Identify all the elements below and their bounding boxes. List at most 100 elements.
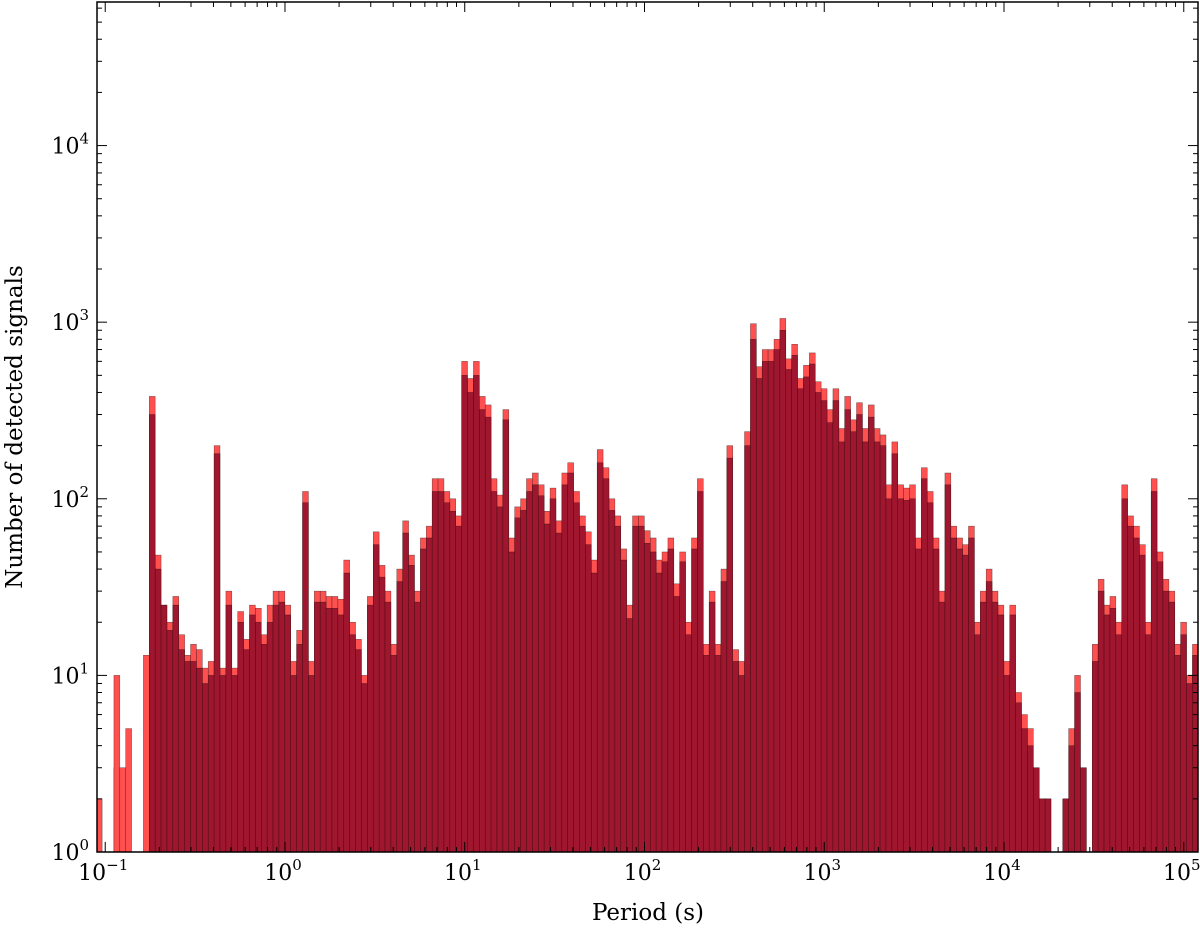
bar-series-2-27 [255,621,262,853]
bar-series-2-59 [443,502,451,853]
bar-series-2-167 [1080,767,1087,853]
y-tick-label-base: 10 [51,135,79,160]
bar-series-2-122 [815,392,822,853]
bar-series-2-24 [237,621,244,853]
bar-series-2-82 [579,525,586,853]
bar-series-2-77 [549,498,557,853]
bar-series-2-85 [596,462,604,853]
bar-series-2-44 [355,649,362,853]
bar-series-2-19 [207,675,215,853]
bar-series-2-139 [915,548,922,853]
bar-series-2-47 [372,544,380,853]
x-axis-label: Period (s) [592,900,704,926]
bar-series-2-104 [708,601,716,853]
bar-series-2-38 [319,601,327,853]
bar-series-2-137 [903,500,910,853]
bar-series-2-78 [555,532,563,853]
bar-series-2-83 [585,544,592,853]
bar-series-2-182 [1168,601,1176,853]
y-tick-label-exponent: 2 [79,483,89,501]
bar-series-2-17 [196,667,203,853]
x-tick-label-exponent: −1 [106,856,128,874]
bar-series-2-39 [325,607,333,853]
bar-series-2-89 [620,559,627,853]
bar-series-2-40 [331,607,339,853]
x-tick-label: 10−1 [78,856,128,886]
bar-series-2-66 [484,416,492,853]
bar-series-2-170 [1097,590,1105,853]
bar-series-2-171 [1103,614,1111,853]
bar-series-2-113 [761,361,769,853]
bar-series-2-9 [149,414,156,853]
bar-series-2-20 [213,453,221,853]
y-tick-label: 102 [51,483,89,513]
bar-series-2-72 [520,510,527,853]
bar-series-1-3 [113,675,121,853]
bar-series-2-32 [284,614,291,853]
bar-series-2-123 [820,400,828,853]
y-tick-label-base: 10 [51,841,79,866]
bar-series-2-158 [1027,745,1034,853]
y-tick-label: 100 [51,836,89,866]
bar-series-2-26 [249,614,256,853]
bar-series-2-84 [591,572,598,853]
bar-series-2-28 [261,644,268,853]
bar-series-2-124 [826,422,834,853]
bar-series-2-80 [567,472,574,853]
x-tick-label-exponent: 0 [292,856,302,874]
bar-series-2-156 [1015,702,1022,853]
bar-series-2-99 [679,561,686,853]
bar-series-2-108 [732,661,739,853]
bar-series-2-127 [844,409,851,853]
bar-series-2-36 [308,675,315,853]
bar-series-2-161 [1044,798,1052,853]
bar-series-2-105 [714,655,722,853]
x-tick-label-exponent: 5 [1191,856,1200,874]
bar-series-2-62 [461,375,468,853]
bar-series-2-74 [532,484,539,853]
x-tick-label-base: 10 [78,861,106,886]
x-tick-label: 104 [983,856,1021,886]
bar-series-2-146 [956,548,963,853]
x-tick-label-exponent: 1 [472,856,482,874]
bar-series-2-35 [302,502,309,853]
bar-series-2-152 [991,601,999,853]
x-tick-label: 100 [264,856,302,886]
bar-series-2-41 [337,614,345,853]
bar-series-2-69 [502,419,510,853]
bar-series-2-125 [832,400,840,853]
x-tick-label-base: 10 [444,861,472,886]
bar-series-2-91 [632,525,639,853]
bar-series-2-169 [1092,661,1099,853]
bar-series-2-98 [673,596,680,853]
bar-series-2-71 [514,517,521,853]
bar-series-2-81 [573,502,580,853]
bar-series-2-43 [349,634,356,853]
bar-series-2-21 [219,675,227,853]
bar-series-2-131 [868,416,875,853]
bar-series-2-88 [614,525,622,853]
bar-series-2-34 [296,644,303,853]
y-tick-label-exponent: 1 [79,659,89,677]
bar-series-1-0 [96,798,103,853]
y-tick-label: 101 [51,659,89,689]
bar-series-2-96 [661,561,669,853]
bar-series-2-22 [225,604,233,853]
bar-series-2-136 [897,498,904,853]
bar-series-2-45 [361,683,368,853]
bar-series-2-58 [437,491,445,853]
bar-series-2-150 [980,601,987,853]
bar-series-2-11 [160,604,168,853]
bar-series-2-64 [473,375,480,853]
x-tick-label-base: 10 [624,861,652,886]
x-tick-label: 102 [624,856,662,886]
y-tick-label-base: 10 [51,664,79,689]
bar-series-2-181 [1162,590,1170,853]
bar-series-2-79 [561,484,568,853]
bar-series-2-60 [449,511,456,853]
bar-series-2-12 [166,630,174,853]
bar-series-1-8 [143,655,150,853]
bar-series-2-149 [974,634,981,853]
bar-series-2-159 [1033,767,1040,853]
